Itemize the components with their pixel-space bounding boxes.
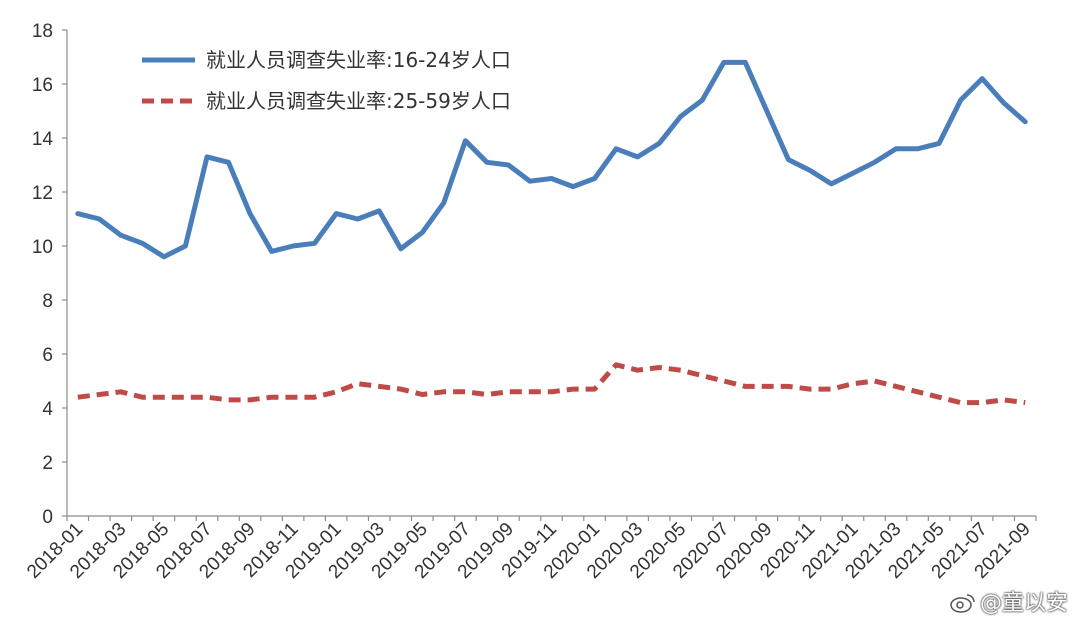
weibo-icon <box>950 594 975 613</box>
watermark-text: @童以安 <box>979 591 1068 616</box>
legend-label-youth: 就业人员调查失业率:16-24岁人口 <box>206 48 511 72</box>
chart-legend: 就业人员调查失业率:16-24岁人口 就业人员调查失业率:25-59岁人口 <box>142 48 511 113</box>
y-tick-label: 4 <box>42 399 53 420</box>
y-tick-label: 10 <box>32 237 53 258</box>
y-tick-label: 12 <box>32 183 53 204</box>
series-line-adult <box>77 362 1026 406</box>
y-tick-label: 16 <box>32 75 53 96</box>
y-tick-label: 2 <box>42 453 53 474</box>
watermark: @童以安 <box>950 585 1068 617</box>
series-line-youth <box>75 59 1028 260</box>
y-tick-label: 0 <box>42 507 53 528</box>
chart-axes <box>66 30 1036 517</box>
x-axis-ticks: 2018-012018-032018-052018-072018-092018-… <box>23 516 1037 583</box>
y-axis-ticks: 0 2 4 6 8 10 12 14 16 18 <box>32 21 67 528</box>
chart-series <box>75 59 1028 406</box>
y-tick-label: 8 <box>42 291 53 312</box>
y-tick-label: 14 <box>32 129 54 150</box>
y-tick-label: 18 <box>32 21 53 42</box>
y-tick-label: 6 <box>42 345 53 366</box>
legend-label-adult: 就业人员调查失业率:25-59岁人口 <box>206 89 511 113</box>
